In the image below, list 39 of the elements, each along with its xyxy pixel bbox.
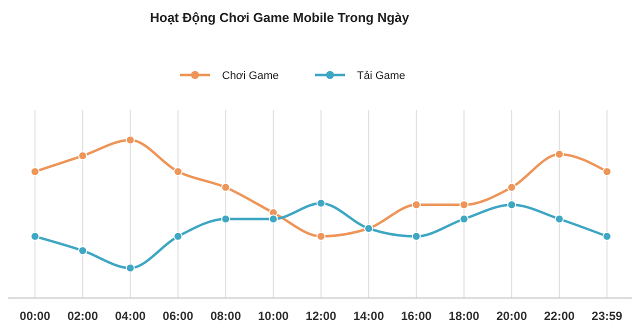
x-tick-label: 04:00 xyxy=(114,309,146,323)
x-tick-label: 08:00 xyxy=(210,309,242,323)
x-tick-label: 00:00 xyxy=(20,309,51,323)
point xyxy=(268,214,278,224)
x-tick-label: 23:59 xyxy=(592,309,623,323)
chart-title: Hoạt Động Chơi Game Mobile Trong Ngày xyxy=(150,10,410,25)
legend-label: Chơi Game xyxy=(222,70,279,82)
point xyxy=(126,136,135,144)
point xyxy=(221,214,230,224)
point xyxy=(507,200,516,210)
x-tick-label: 06:00 xyxy=(162,309,194,323)
x-tick-label: 12:00 xyxy=(306,309,337,323)
point xyxy=(174,167,182,176)
x-tick-label: 14:00 xyxy=(353,309,384,323)
point xyxy=(316,198,326,208)
point xyxy=(412,232,421,241)
point xyxy=(460,200,468,210)
point xyxy=(602,232,612,241)
point xyxy=(78,151,88,160)
x-tick-label: 20:00 xyxy=(496,309,528,323)
x-tick-label: 10:00 xyxy=(258,309,289,323)
point xyxy=(554,214,564,224)
point xyxy=(316,232,326,241)
legend-label: Tải Game xyxy=(357,70,406,82)
x-tick-label: 16:00 xyxy=(400,309,432,323)
point xyxy=(412,200,421,210)
x-tick-label: 02:00 xyxy=(67,309,98,323)
point xyxy=(507,182,516,192)
x-tick-label: 22:00 xyxy=(544,309,575,323)
point xyxy=(126,263,135,272)
point xyxy=(78,246,88,256)
point xyxy=(30,232,40,241)
x-tick-label: 18:00 xyxy=(448,309,480,323)
point xyxy=(554,150,564,159)
point xyxy=(602,167,612,176)
point xyxy=(174,232,182,241)
point xyxy=(30,167,40,176)
point xyxy=(460,214,468,224)
point xyxy=(221,182,230,192)
